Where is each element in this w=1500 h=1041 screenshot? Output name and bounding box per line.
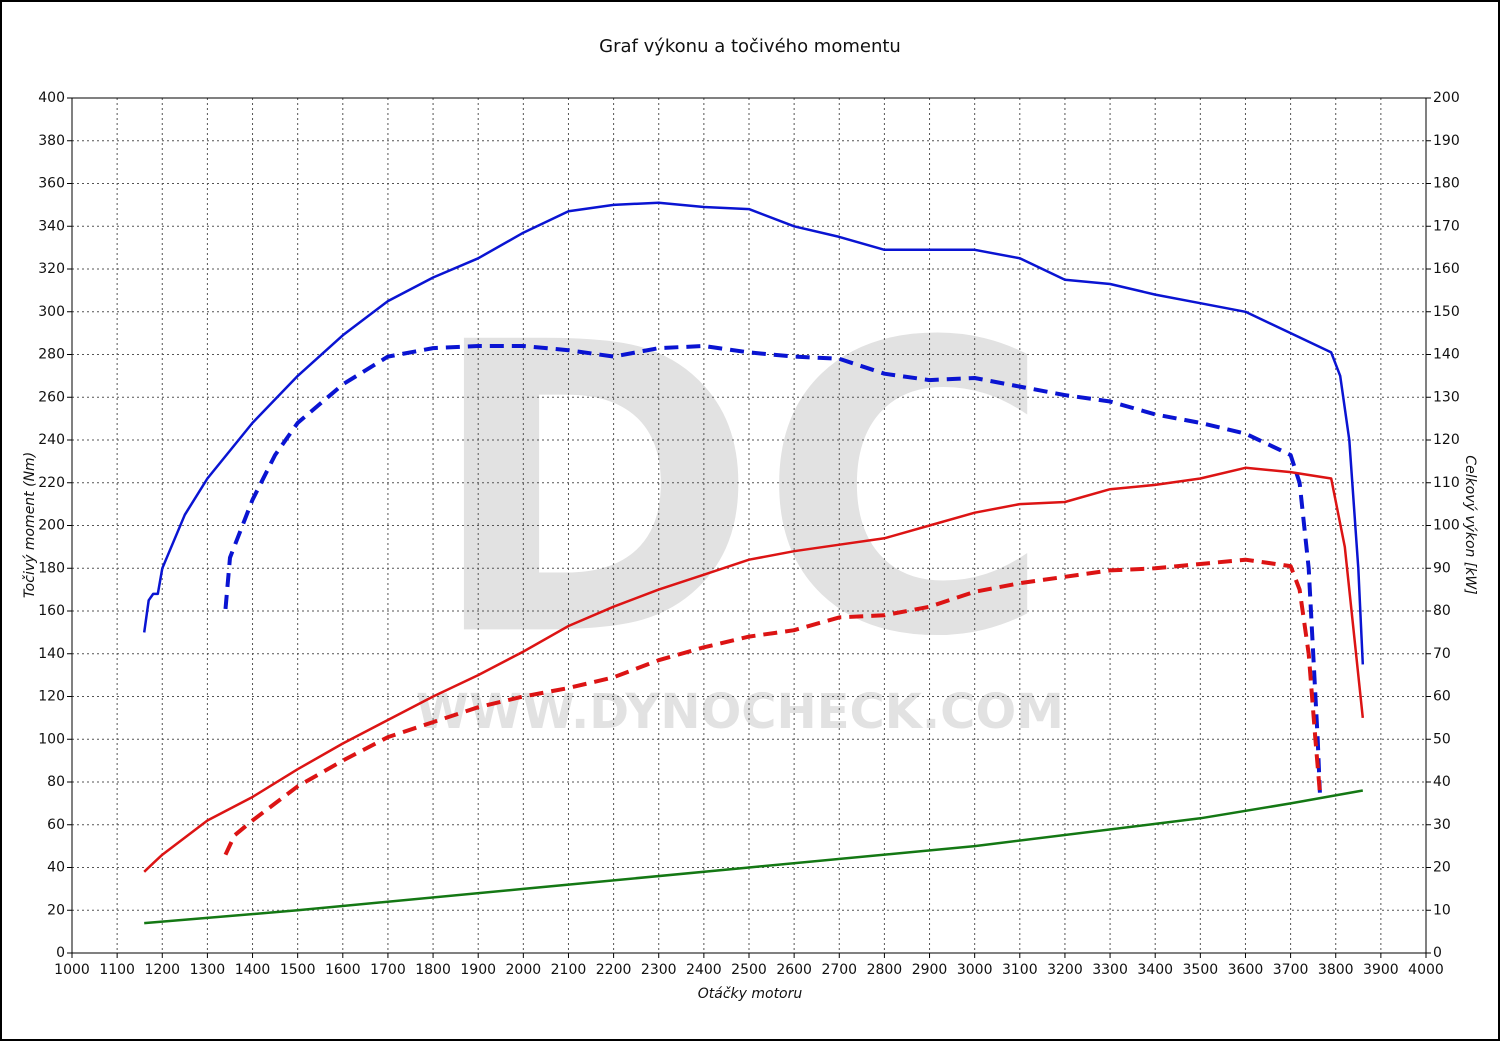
x-tick-label: 1500: [280, 962, 316, 978]
y2-tick-label: 100: [1433, 518, 1460, 534]
y-tick-label: 360: [38, 176, 65, 192]
y2-axis-label: Celkový výkon [kW]: [1462, 455, 1478, 594]
x-tick-label: 3400: [1137, 962, 1173, 978]
x-tick-label: 2000: [506, 962, 542, 978]
y2-tick-label: 200: [1433, 90, 1460, 106]
y2-tick-label: 0: [1433, 945, 1442, 961]
series-line: [143, 466, 1365, 873]
y-tick-label: 20: [47, 902, 65, 918]
x-tick-label: 3200: [1047, 962, 1083, 978]
x-tick-label: 2400: [686, 962, 722, 978]
y-tick-label: 200: [38, 518, 65, 534]
y2-tick-label: 30: [1433, 817, 1451, 833]
x-tick-label: 2700: [821, 962, 857, 978]
y2-tick-label: 10: [1433, 902, 1451, 918]
y-tick-label: 260: [38, 389, 65, 405]
y-tick-label: 340: [38, 218, 65, 234]
x-tick-label: 2900: [912, 962, 948, 978]
x-tick-label: 1000: [54, 962, 90, 978]
x-tick-label: 3300: [1092, 962, 1128, 978]
watermark-url: WWW.DYNOCHECK.COM: [416, 684, 1064, 740]
x-tick-label: 2600: [776, 962, 812, 978]
x-axis-label: Otáčky motoru: [698, 986, 803, 1002]
y-tick-label: 100: [38, 731, 65, 747]
y2-tick-label: 150: [1433, 304, 1460, 320]
series-line: [223, 344, 1322, 793]
y-tick-label: 400: [38, 90, 65, 106]
series-line: [223, 557, 1322, 856]
y-tick-label: 380: [38, 133, 65, 149]
chart-title: Graf výkonu a točivého momentu: [599, 36, 901, 57]
y-tick-label: 300: [38, 304, 65, 320]
x-tick-label: 1200: [144, 962, 180, 978]
y-tick-label: 140: [38, 646, 65, 662]
x-tick-label: 2200: [596, 962, 632, 978]
y2-tick-label: 50: [1433, 731, 1451, 747]
x-tick-label: 1700: [370, 962, 406, 978]
y-tick-label: 280: [38, 347, 65, 363]
y2-tick-label: 180: [1433, 176, 1460, 192]
y2-tick-label: 40: [1433, 774, 1451, 790]
x-tick-label: 3900: [1363, 962, 1399, 978]
y2-tick-label: 90: [1433, 560, 1451, 576]
y-tick-label: 120: [38, 689, 65, 705]
y-tick-label: 180: [38, 560, 65, 576]
y2-tick-label: 80: [1433, 603, 1451, 619]
x-tick-label: 1400: [235, 962, 271, 978]
y2-tick-label: 160: [1433, 261, 1460, 277]
y-tick-label: 40: [47, 860, 65, 876]
y-tick-label: 60: [47, 817, 65, 833]
watermark: DC: [427, 259, 1053, 724]
x-tick-label: 3000: [957, 962, 993, 978]
y2-tick-label: 130: [1433, 389, 1460, 405]
x-tick-label: 3600: [1228, 962, 1264, 978]
x-tick-label: 2500: [731, 962, 767, 978]
series-line: [144, 789, 1364, 925]
y2-tick-label: 70: [1433, 646, 1451, 662]
x-tick-label: 3700: [1273, 962, 1309, 978]
x-tick-label: 1300: [190, 962, 226, 978]
series-line: [142, 201, 1365, 665]
y-axis-label: Točivý moment (Nm): [22, 452, 38, 598]
y-tick-label: 0: [56, 945, 65, 961]
x-tick-label: 2800: [867, 962, 903, 978]
y2-tick-label: 190: [1433, 133, 1460, 149]
x-tick-label: 1100: [99, 962, 135, 978]
y2-tick-label: 20: [1433, 860, 1451, 876]
y2-tick-label: 170: [1433, 218, 1460, 234]
y-tick-label: 80: [47, 774, 65, 790]
x-tick-label: 2300: [641, 962, 677, 978]
y2-tick-label: 110: [1433, 475, 1460, 491]
x-tick-label: 4000: [1408, 962, 1444, 978]
x-tick-label: 1600: [325, 962, 361, 978]
x-tick-label: 1900: [460, 962, 496, 978]
y2-tick-label: 140: [1433, 347, 1460, 363]
x-tick-label: 3100: [1002, 962, 1038, 978]
y2-tick-label: 120: [1433, 432, 1460, 448]
x-tick-label: 3500: [1183, 962, 1219, 978]
y-tick-label: 220: [38, 475, 65, 491]
x-tick-label: 2100: [551, 962, 587, 978]
y-tick-label: 320: [38, 261, 65, 277]
x-tick-label: 3800: [1318, 962, 1354, 978]
plot-border: [71, 97, 1427, 954]
y-tick-label: 240: [38, 432, 65, 448]
y-tick-label: 160: [38, 603, 65, 619]
y2-tick-label: 60: [1433, 689, 1451, 705]
x-tick-label: 1800: [415, 962, 451, 978]
